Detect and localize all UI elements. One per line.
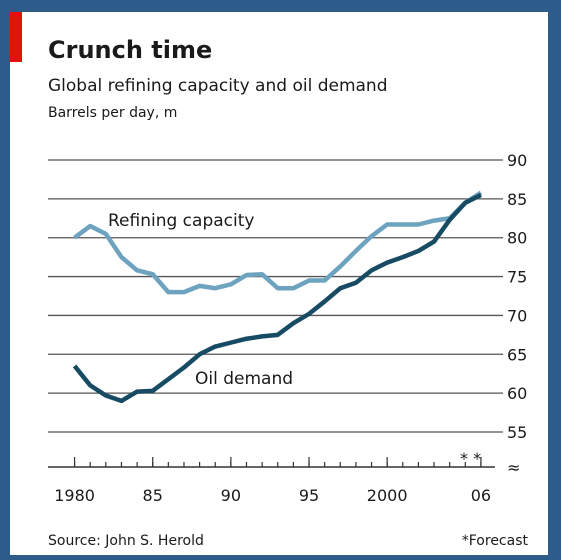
- y-unit: Barrels per day, m: [48, 105, 177, 121]
- y-tick-label: 90: [507, 151, 527, 170]
- y-tick-label: 60: [507, 384, 527, 403]
- chart-title: Crunch time: [48, 36, 212, 64]
- y-tick-label: 55: [507, 423, 527, 442]
- y-tick-label: 70: [507, 306, 527, 325]
- series-line: [72, 192, 482, 404]
- axis-break: ≈: [507, 458, 520, 477]
- panel: [10, 12, 548, 555]
- x-tick-label: 85: [143, 486, 163, 505]
- subtitle: Global refining capacity and oil demand: [48, 76, 388, 96]
- series-label: Refining capacity: [108, 211, 254, 231]
- series-label: Oil demand: [195, 369, 293, 389]
- source: Source: John S. Herold: [48, 533, 204, 549]
- x-tick-label: 95: [299, 486, 319, 505]
- x-tick-label: 90: [221, 486, 241, 505]
- footnote: *Forecast: [462, 533, 529, 549]
- y-tick-label: 80: [507, 229, 527, 248]
- x-tick-label: 1980: [54, 486, 95, 505]
- y-tick-label: 75: [507, 268, 527, 287]
- x-tick-label: 06: [471, 486, 491, 505]
- y-tick-label: 85: [507, 190, 527, 209]
- forecast-marks: * *: [460, 449, 481, 468]
- series-line: [73, 190, 483, 295]
- red-tab: [10, 12, 22, 62]
- y-tick-label: 65: [507, 345, 527, 364]
- x-tick-label: 2000: [367, 486, 408, 505]
